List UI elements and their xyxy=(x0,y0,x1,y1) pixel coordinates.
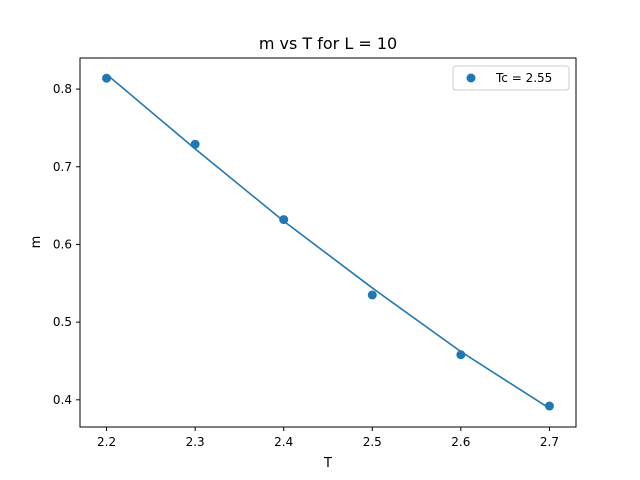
y-tick-label: 0.6 xyxy=(53,237,72,251)
y-tick-label: 0.7 xyxy=(53,160,72,174)
x-tick-label: 2.7 xyxy=(540,435,559,449)
y-tick-label: 0.8 xyxy=(53,82,72,96)
x-tick-label: 2.3 xyxy=(186,435,205,449)
fit-line xyxy=(106,73,550,410)
legend-marker xyxy=(466,73,476,83)
x-tick-label: 2.2 xyxy=(97,435,116,449)
data-point xyxy=(279,215,289,225)
plot-area xyxy=(102,73,554,411)
data-point xyxy=(190,139,200,149)
data-point xyxy=(102,73,112,83)
x-tick-label: 2.4 xyxy=(274,435,293,449)
data-point xyxy=(367,290,377,300)
axes-frame xyxy=(79,57,577,428)
axis-ticks: 2.2 2.3 2.4 2.5 2.6 2.7 0.4 0.5 0.6 0.7 0.8 xyxy=(53,82,559,449)
legend: Tc = 2.55 xyxy=(452,65,570,91)
x-tick-label: 2.5 xyxy=(363,435,382,449)
y-tick-label: 0.4 xyxy=(53,393,72,407)
y-axis-label: m xyxy=(29,236,44,249)
x-tick-label: 2.6 xyxy=(451,435,470,449)
data-point xyxy=(544,401,554,411)
x-axis-label: T xyxy=(323,456,332,471)
legend-box xyxy=(452,65,570,91)
chart-title: m vs T for L = 10 xyxy=(259,34,397,53)
data-point xyxy=(456,350,466,360)
y-tick-label: 0.5 xyxy=(53,315,72,329)
legend-label: Tc = 2.55 xyxy=(495,71,552,85)
